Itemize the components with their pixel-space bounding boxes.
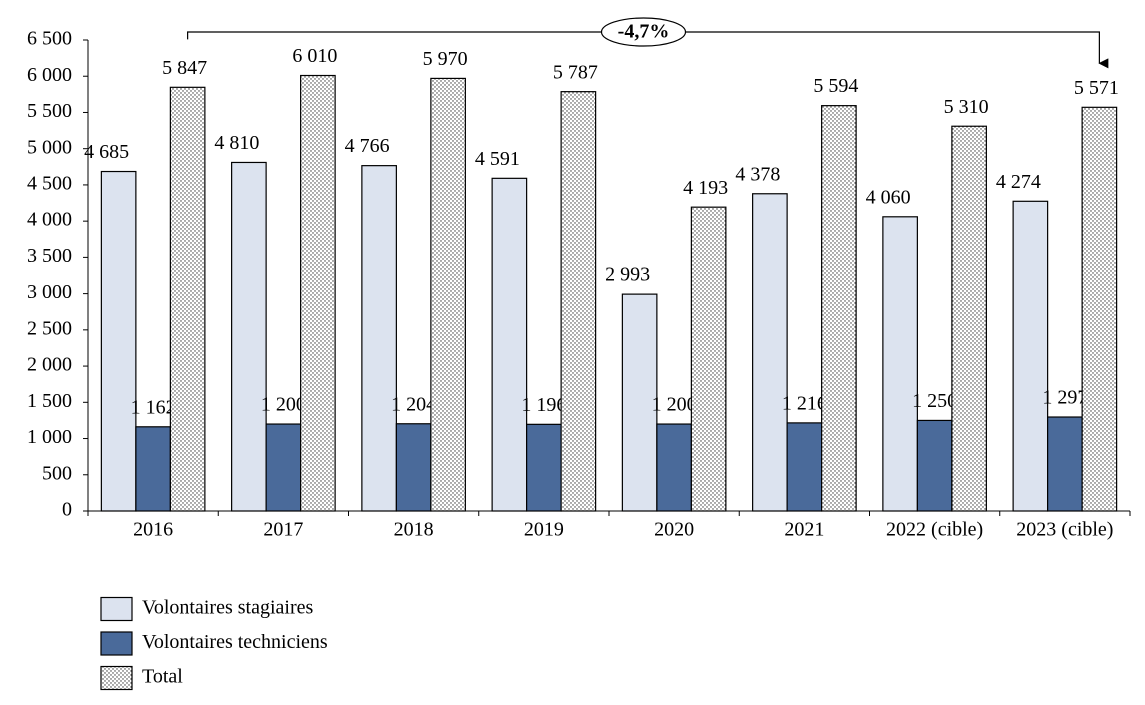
y-tick-label: 6 000 xyxy=(27,64,72,86)
x-tick-label: 2017 xyxy=(263,519,303,541)
legend-label: Volontaires techniciens xyxy=(142,631,328,653)
value-label: 4 274 xyxy=(996,171,1041,193)
legend-label: Total xyxy=(142,666,183,688)
x-tick-label: 2023 (cible) xyxy=(1016,519,1113,541)
x-tick-label: 2022 (cible) xyxy=(886,519,983,541)
bar xyxy=(621,293,658,512)
bar xyxy=(656,423,692,512)
y-tick-label: 3 500 xyxy=(27,245,72,267)
bar xyxy=(1047,416,1083,512)
value-label: 5 594 xyxy=(813,75,858,97)
value-label: 1 196 xyxy=(521,394,566,416)
bar xyxy=(526,423,562,512)
bar xyxy=(265,423,302,512)
bar xyxy=(752,193,788,512)
bar xyxy=(300,74,336,512)
bar xyxy=(1081,106,1118,512)
y-tick-label: 6 500 xyxy=(27,28,72,50)
bar xyxy=(1012,200,1049,512)
annotation: -4,7% xyxy=(618,21,670,43)
value-label: 4 766 xyxy=(345,135,390,157)
y-tick-label: 2 000 xyxy=(27,354,72,376)
legend-swatch xyxy=(100,631,133,656)
value-label: 1 200 xyxy=(652,394,697,416)
value-label: 5 310 xyxy=(944,96,989,118)
bar xyxy=(430,77,466,512)
y-tick-label: 0 xyxy=(62,499,72,521)
bar xyxy=(951,125,987,512)
value-label: 4 591 xyxy=(475,148,520,170)
legend-swatch xyxy=(100,665,133,691)
bar xyxy=(169,86,206,512)
x-tick-label: 2020 xyxy=(654,519,694,541)
value-label: 1 297 xyxy=(1042,387,1087,409)
bar xyxy=(491,177,528,512)
x-tick-label: 2019 xyxy=(524,519,564,541)
y-tick-label: 2 500 xyxy=(27,317,72,339)
value-label: 4 378 xyxy=(735,163,780,185)
y-tick-label: 500 xyxy=(42,462,72,484)
annotation-bubble xyxy=(600,17,687,47)
x-tick-label: 2021 xyxy=(784,519,824,541)
bar xyxy=(690,206,727,512)
y-tick-label: 1 500 xyxy=(27,390,72,412)
x-tick-label: 2018 xyxy=(394,519,434,541)
bar xyxy=(560,91,597,512)
value-label: 1 204 xyxy=(391,393,436,415)
y-tick-label: 4 500 xyxy=(27,173,72,195)
bar xyxy=(882,216,918,512)
value-label: 5 571 xyxy=(1074,77,1119,99)
value-label: 1 200 xyxy=(261,394,306,416)
value-label: 4 193 xyxy=(683,177,728,199)
bar xyxy=(135,426,171,512)
y-tick-label: 5 000 xyxy=(27,136,72,158)
bar xyxy=(231,161,267,512)
legend-swatch xyxy=(100,596,133,622)
bar xyxy=(786,422,823,512)
y-tick-label: 1 000 xyxy=(27,426,72,448)
y-tick-label: 3 000 xyxy=(27,281,72,303)
bar xyxy=(821,105,857,512)
value-label: 2 993 xyxy=(605,264,650,286)
bar xyxy=(916,419,953,512)
legend-label: Volontaires stagiaires xyxy=(142,597,313,619)
y-tick-label: 4 000 xyxy=(27,209,72,231)
value-label: 1 216 xyxy=(782,392,827,414)
value-label: 1 250 xyxy=(912,390,957,412)
value-label: 4 810 xyxy=(214,132,259,154)
value-label: 4 060 xyxy=(866,186,911,208)
value-label: 6 010 xyxy=(292,45,337,67)
value-label: 4 685 xyxy=(84,141,129,163)
bar xyxy=(361,165,397,512)
value-label: 5 787 xyxy=(553,61,598,83)
value-label: 5 970 xyxy=(423,48,468,70)
y-tick-label: 5 500 xyxy=(27,100,72,122)
value-label: 1 162 xyxy=(131,396,176,418)
bar xyxy=(100,170,137,512)
value-label: 5 847 xyxy=(162,57,207,79)
bar xyxy=(395,423,432,512)
x-tick-label: 2016 xyxy=(133,519,173,541)
